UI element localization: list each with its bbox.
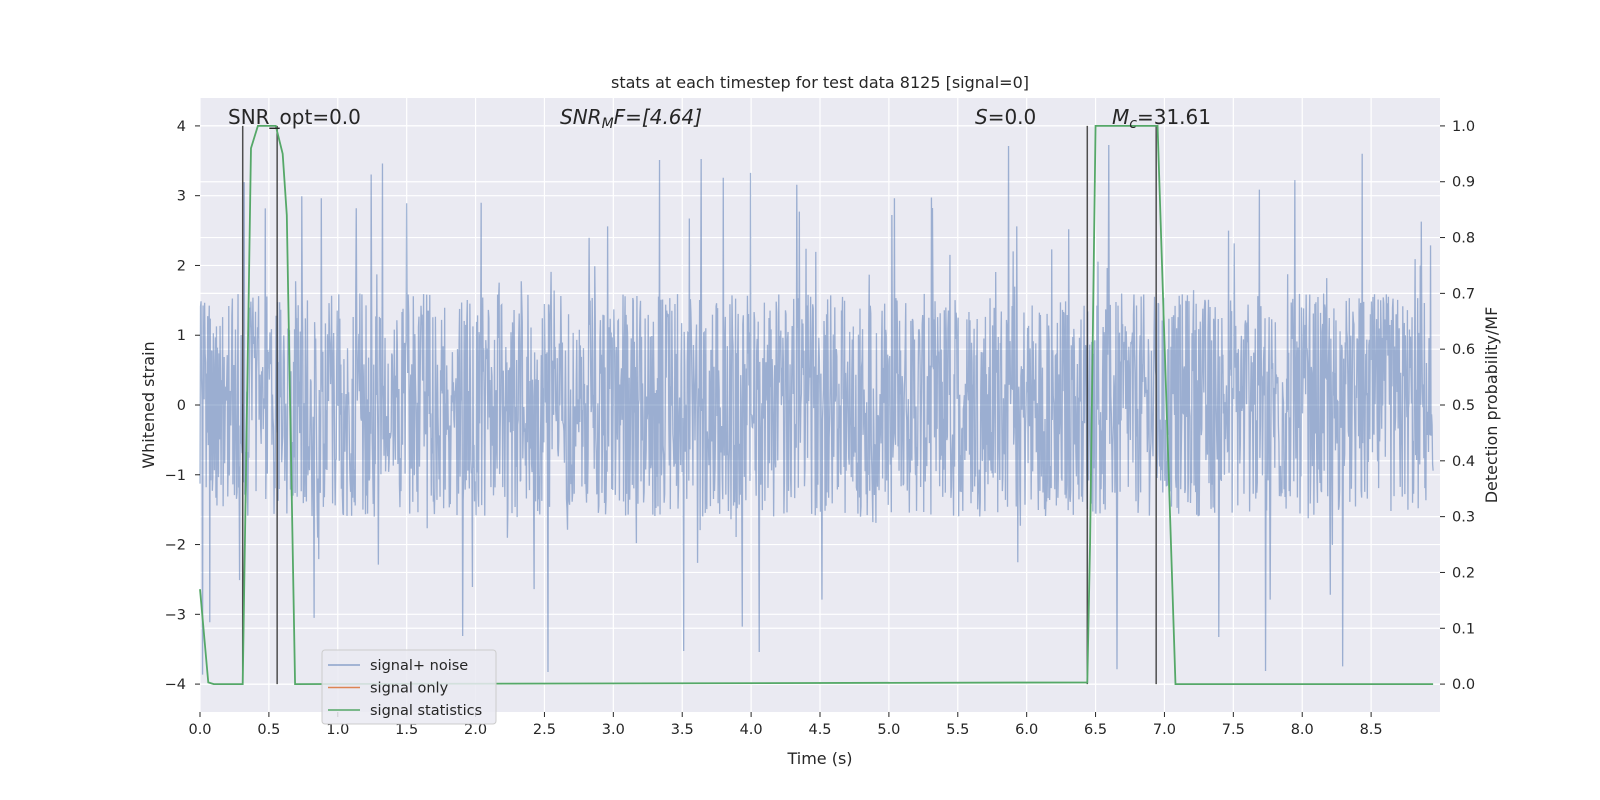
annotation-s: S=0.0: [975, 105, 1036, 129]
chart-title: stats at each timestep for test data 812…: [611, 73, 1029, 92]
y-tick-label: −2: [165, 538, 186, 554]
x-tick-label: 6.5: [1084, 722, 1107, 738]
y-tick-label: −4: [165, 677, 186, 693]
x-tick-label: 5.0: [877, 722, 900, 738]
x-tick-label: 4.0: [740, 722, 763, 738]
signal-statistics-series: [199, 125, 1434, 685]
x-tick-label: 7.0: [1153, 722, 1176, 738]
x-tick-label: 3.0: [602, 722, 625, 738]
legend-label-signal-statistics: signal statistics: [370, 703, 482, 719]
x-axis-ticks: 0.0 0.5 1.0 1.5 2.0 2.5 3.0 3.5 4.0 4.5 5.0 5.5 6.0 6…: [188, 712, 1383, 738]
annotation-snr-opt: SNR_opt=0.0: [228, 105, 361, 129]
y2-tick-label: 0.4: [1452, 454, 1475, 470]
annotation-s-main: S: [975, 105, 988, 129]
y2-axis-ticks: 1.0 0.9 0.8 0.7 0.6 0.5 0.4 0.3 0.2 0.1 0.0: [1440, 119, 1475, 693]
y2-tick-label: 0.2: [1452, 565, 1475, 581]
x-tick-label: 5.5: [946, 722, 969, 738]
annotation-mc: Mc=31.61: [1112, 105, 1211, 132]
x-tick-label: 8.5: [1360, 722, 1383, 738]
x-tick-label: 1.0: [326, 722, 349, 738]
y2-axis-label: Detection probability/MF: [1482, 307, 1501, 504]
x-tick-label: 8.0: [1291, 722, 1314, 738]
annotation-snr-mf: SNRMF=[4.64]: [560, 105, 702, 132]
x-tick-label: 3.5: [671, 722, 694, 738]
legend-label-signal-noise: signal+ noise: [370, 658, 468, 674]
x-tick-label: 4.5: [808, 722, 831, 738]
y2-tick-label: 0.0: [1452, 677, 1475, 693]
y-tick-label: 3: [177, 189, 186, 205]
x-tick-label: 6.0: [1015, 722, 1038, 738]
y2-tick-label: 0.9: [1452, 175, 1475, 191]
annotation-mc-sub: c: [1129, 116, 1137, 132]
y-tick-label: −3: [165, 607, 186, 623]
y2-tick-label: 1.0: [1452, 119, 1475, 135]
y2-tick-label: 0.8: [1452, 231, 1475, 247]
annotation-s-tail: =0.0: [988, 105, 1037, 129]
signal-noise-series: [199, 144, 1434, 675]
y2-tick-label: 0.3: [1452, 510, 1475, 526]
y-tick-label: 2: [177, 258, 186, 274]
x-tick-label: 1.5: [395, 722, 418, 738]
y-tick-label: 1: [177, 328, 186, 344]
annotation-snr-mf-sub: M: [602, 116, 614, 132]
y-tick-label: 4: [177, 119, 186, 135]
y2-tick-label: 0.1: [1452, 621, 1475, 637]
legend: signal+ noise signal only signal statist…: [321, 649, 497, 725]
x-tick-label: 2.5: [533, 722, 556, 738]
y2-tick-label: 0.6: [1452, 342, 1475, 358]
annotation-mc-main: M: [1112, 105, 1129, 129]
x-tick-label: 7.5: [1222, 722, 1245, 738]
annotation-snr-mf-main: SNR: [560, 105, 602, 129]
vertical-markers: [241, 125, 1157, 685]
y2-tick-label: 0.7: [1452, 286, 1475, 302]
x-axis-label: Time (s): [786, 749, 852, 768]
signal-noise-line: [199, 144, 1434, 675]
legend-label-signal-only: signal only: [370, 681, 449, 697]
annotation-mc-tail: =31.61: [1137, 105, 1211, 129]
signal-statistics-line: [199, 125, 1434, 685]
y-axis-ticks: 4 3 2 1 0 −1 −2 −3 −4: [165, 119, 200, 693]
annotation-snr-mf-tail: F=[4.64]: [614, 105, 702, 129]
y-tick-label: −1: [165, 468, 186, 484]
y-axis-label: Whitened strain: [139, 341, 158, 468]
y-tick-label: 0: [177, 398, 186, 414]
x-tick-label: 0.5: [257, 722, 280, 738]
x-tick-label: 0.0: [188, 722, 211, 738]
legend-box: [321, 649, 497, 725]
x-tick-label: 2.0: [464, 722, 487, 738]
y2-tick-label: 0.5: [1452, 398, 1475, 414]
